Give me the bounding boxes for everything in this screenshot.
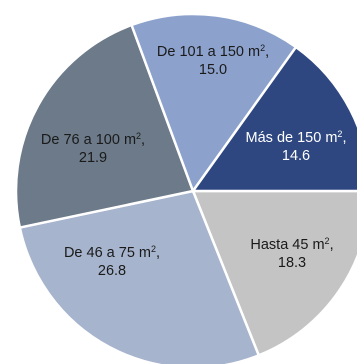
slice-separator: ,: [330, 237, 334, 253]
slice-label: Más de 150 m2, 14.6: [246, 129, 347, 164]
pie-slice: [129, 12, 298, 194]
slice-label: Hasta 45 m2, 18.3: [250, 236, 333, 271]
slice-value: 14.6: [282, 148, 310, 164]
slice-category: De 46 a 75 m: [64, 245, 151, 261]
pie-slice: [190, 45, 357, 193]
slice-category: Más de 150 m: [246, 130, 338, 146]
slice-unit-superscript: 2: [337, 129, 342, 139]
slice-label: De 76 a 100 m2, 21.9: [41, 131, 145, 166]
slice-unit-superscript: 2: [151, 244, 156, 254]
slice-separator: ,: [265, 44, 269, 60]
pie-slice: [18, 189, 261, 364]
slice-separator: ,: [342, 130, 346, 146]
pie-slices: Hasta 45 m2, 18.3De 46 a 75 m2, 26.8De 76 …: [14, 12, 357, 364]
pie-slice: [14, 23, 195, 230]
slice-unit-superscript: 2: [260, 43, 265, 53]
slice-label: De 101 a 150 m2, 15.0: [157, 43, 269, 78]
slice-separator: ,: [156, 245, 160, 261]
slice-category: De 101 a 150 m: [157, 44, 260, 60]
slice-category: Hasta 45 m: [250, 237, 324, 253]
slice-separator: ,: [141, 132, 145, 148]
slice-value: 18.3: [278, 255, 306, 271]
pie-slice: [191, 189, 357, 357]
slice-unit-superscript: 2: [136, 131, 141, 141]
slice-value: 15.0: [199, 62, 227, 78]
slice-category: De 76 a 100 m: [41, 132, 136, 148]
slice-unit-superscript: 2: [325, 236, 330, 246]
slice-label: De 46 a 75 m2, 26.8: [64, 244, 160, 279]
slice-value: 21.9: [79, 150, 107, 166]
slice-value: 26.8: [98, 263, 126, 279]
